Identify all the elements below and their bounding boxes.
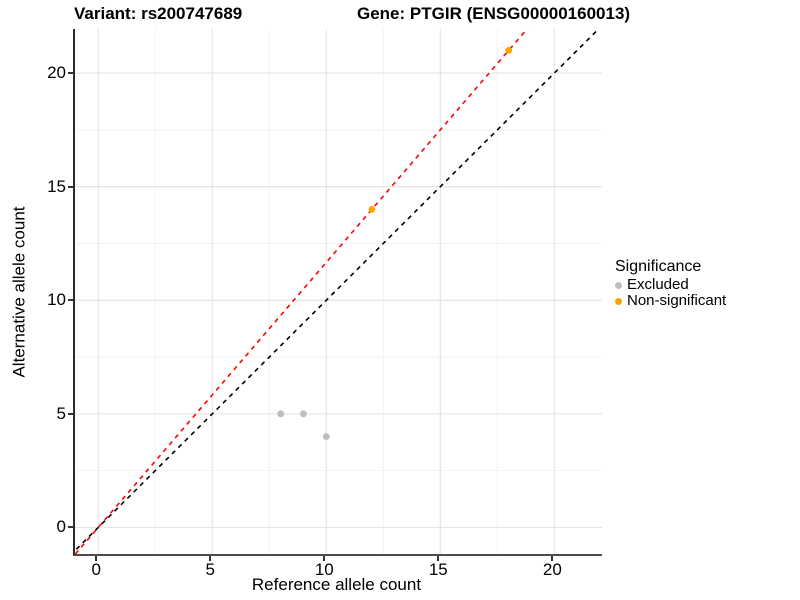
y-tick-label: 0 [56, 517, 66, 537]
identity-line [75, 29, 600, 552]
y-tick-label: 15 [47, 176, 66, 196]
data-point-non-significant [368, 205, 376, 213]
x-tick-mark [437, 556, 440, 561]
y-tick-mark [68, 526, 73, 529]
gene-title: Gene: PTGIR (ENSG00000160013) [357, 4, 631, 23]
y-tick-mark [68, 412, 73, 415]
data-point-non-significant [505, 46, 513, 54]
y-tick-mark [68, 299, 73, 302]
y-tick-mark [68, 72, 73, 75]
x-tick-label: 10 [314, 560, 334, 579]
legend-items: Excluded Non-significant [615, 277, 726, 309]
x-tick-mark [209, 556, 212, 561]
legend-title: Significance [615, 258, 702, 275]
legend-item-non-significant: Non-significant [615, 293, 726, 309]
legend-key-dot-icon [615, 297, 622, 305]
legend-item-excluded: Excluded [615, 277, 726, 293]
y-tick-label: 20 [47, 63, 66, 83]
data-point-excluded [277, 410, 285, 418]
fit-line [75, 29, 529, 554]
plot-panel [73, 29, 602, 556]
data-point-excluded [300, 410, 307, 418]
legend: Significance Excluded Non-significant [615, 256, 726, 309]
x-tick-label: 15 [428, 560, 448, 579]
x-axis-title: Reference allele count [251, 575, 422, 594]
y-tick-label: 5 [56, 403, 66, 423]
x-tick-mark [551, 556, 554, 561]
y-tick-mark [68, 185, 73, 188]
x-tick-label: 0 [91, 560, 101, 579]
legend-item-label: Non-significant [627, 292, 727, 309]
x-tick-label: 5 [205, 560, 215, 579]
plot-canvas [75, 29, 602, 554]
x-tick-mark [95, 556, 98, 561]
x-tick-mark [323, 556, 326, 561]
y-tick-label: 10 [47, 290, 66, 310]
x-tick-label: 20 [542, 560, 562, 579]
legend-key-dot-icon [615, 281, 622, 289]
legend-item-label: Excluded [627, 276, 689, 293]
data-point-excluded [322, 433, 330, 440]
y-axis-title: Alternative allele count [9, 206, 29, 378]
variant-title: Variant: rs200747689 [74, 4, 243, 23]
